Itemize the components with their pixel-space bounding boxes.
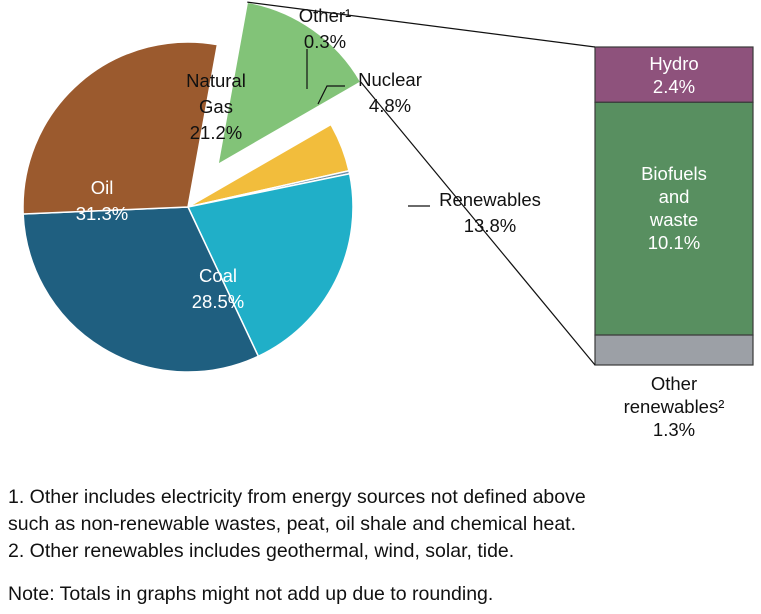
- footnote-1-line-1: 1. Other includes electricity from energ…: [8, 486, 586, 508]
- label-name-nuclear: Nuclear: [358, 69, 422, 90]
- slice-renewables: [216, 1, 362, 166]
- bar-segment-other-renewables: [594, 334, 754, 366]
- pie-chart: Nuclear 4.8% Other¹ 0.3% Natural Gas 21.2% Oil 3…: [22, 1, 754, 440]
- bar-label-other-renewables: renewables²: [624, 396, 725, 417]
- bar-value-other-renewables: 1.3%: [653, 419, 695, 440]
- connector-bottom: [360, 81, 596, 366]
- connector-top: [247, 1, 596, 48]
- pie-slices: [22, 1, 362, 373]
- label-name-coal: Coal: [199, 265, 237, 286]
- label-value-coal: 28.5%: [192, 291, 244, 312]
- slice-coal: [22, 41, 219, 215]
- bar-value-biofuels: 10.1%: [648, 232, 700, 253]
- bar-label-other-renewables: Other: [651, 373, 697, 394]
- label-name-oil: Oil: [91, 177, 114, 198]
- bar-segment-hydro: [594, 46, 754, 103]
- label-value-nuclear: 4.8%: [369, 95, 411, 116]
- label-value-other: 0.3%: [304, 31, 346, 52]
- chart-labels: Nuclear 4.8% Other¹ 0.3% Natural Gas 21.2% Oil 3…: [76, 5, 725, 440]
- bar-value-hydro: 2.4%: [653, 76, 695, 97]
- label-value-natural-gas: 21.2%: [190, 122, 242, 143]
- label-name-natural-gas: Gas: [199, 96, 233, 117]
- bar-label-hydro: Hydro: [649, 53, 698, 74]
- bar-segment-biofuels: [594, 101, 754, 336]
- label-name-renewables: Renewables: [439, 189, 541, 210]
- label-value-renewables: 13.8%: [464, 215, 516, 236]
- bar-label-biofuels: waste: [649, 209, 698, 230]
- bar-label-biofuels: Biofuels: [641, 163, 707, 184]
- connector-lines: [247, 1, 596, 366]
- renewables-breakdown-bar: [594, 46, 754, 366]
- footnote-2: 2. Other renewables includes geothermal,…: [8, 540, 515, 562]
- label-name-natural-gas: Natural: [186, 70, 246, 91]
- label-name-other: Other¹: [299, 5, 351, 26]
- slice-natural-gas: [186, 172, 354, 358]
- bar-label-biofuels: and: [659, 186, 690, 207]
- rounding-note: Note: Totals in graphs might not add up …: [8, 583, 494, 605]
- slice-oil: [22, 206, 260, 373]
- label-value-oil: 31.3%: [76, 203, 128, 224]
- footnote-1-line-2: such as non-renewable wastes, peat, oil …: [8, 513, 577, 535]
- leader-line-nuclear: [317, 85, 345, 105]
